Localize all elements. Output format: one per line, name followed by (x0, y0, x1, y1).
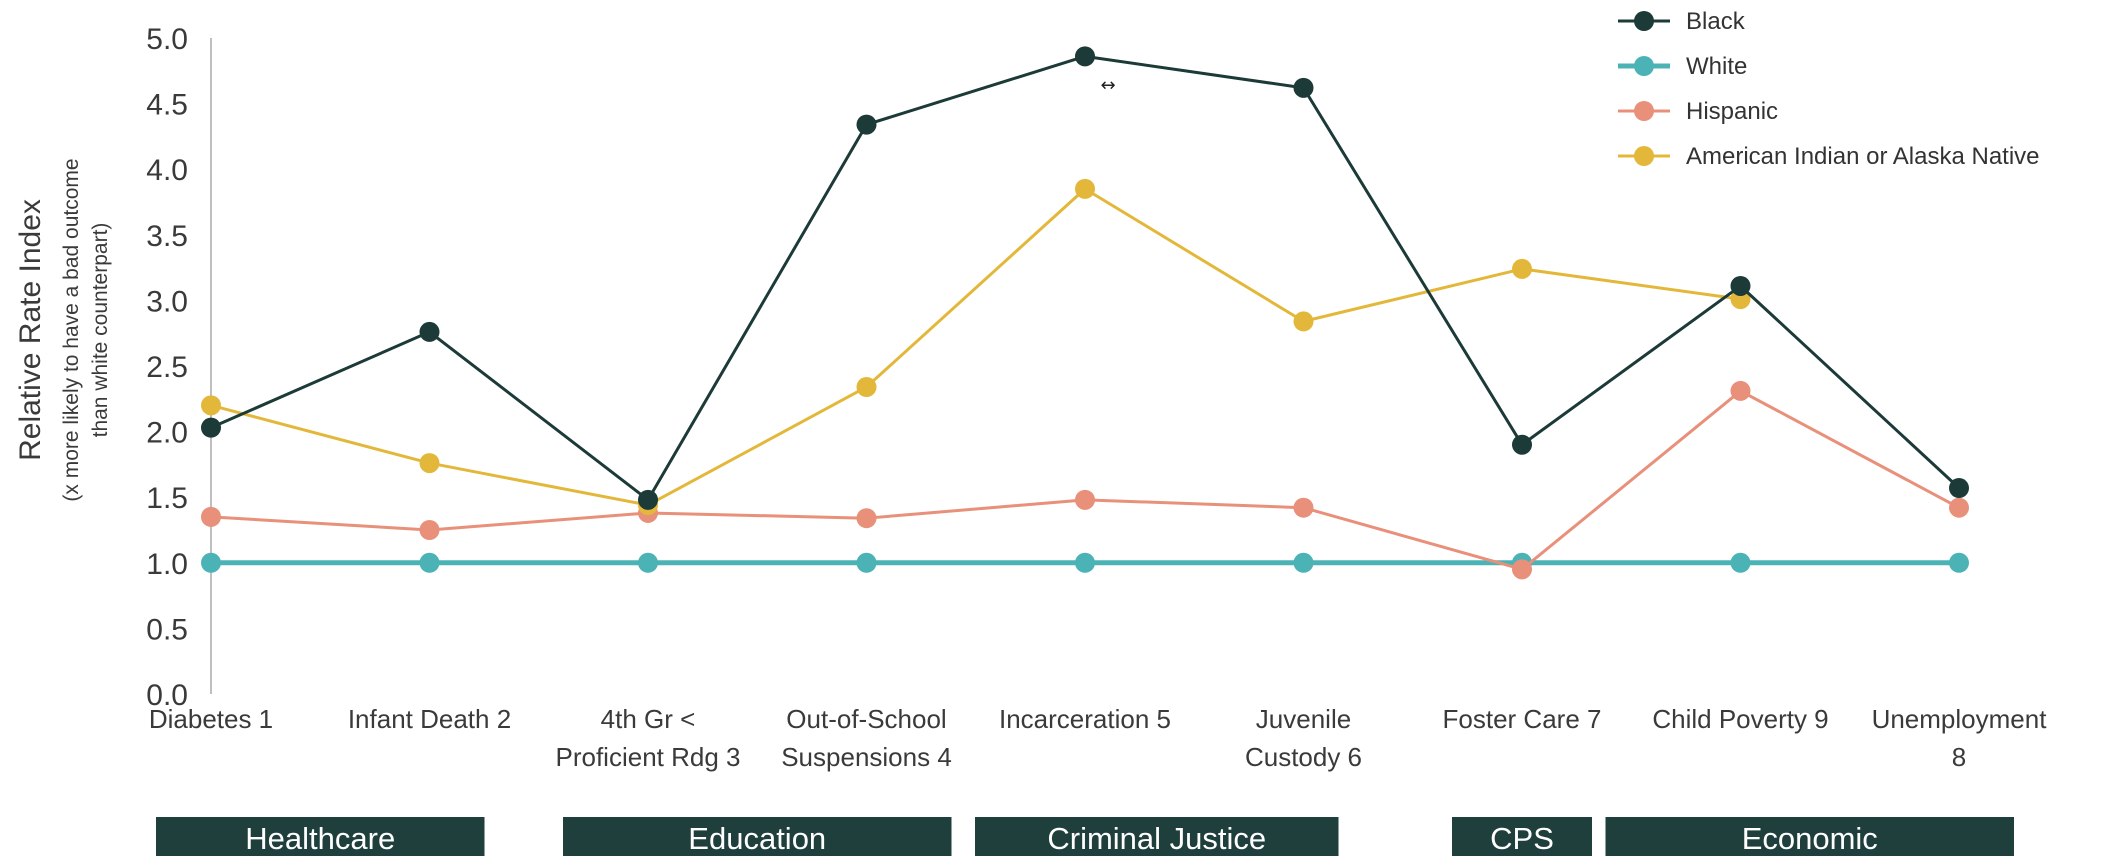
group-band-label: Healthcare (245, 821, 395, 856)
data-point (1075, 552, 1095, 573)
group-band-economic: Economic (1605, 817, 2014, 856)
legend-label: Hispanic (1686, 98, 1778, 125)
x-axis: Diabetes 1 Infant Death 2 4th Gr < Proficie… (149, 704, 2047, 772)
data-point (419, 552, 440, 573)
x-category-label: Foster Care 7 (1443, 704, 1602, 734)
x-category-label: Suspensions 4 (781, 742, 952, 772)
y-tick-label: 0.0 (146, 679, 188, 712)
y-tick-label: 4.0 (146, 154, 188, 187)
group-band-label: Economic (1742, 821, 1878, 856)
y-axis-subtitle: than white counterpart) (89, 223, 112, 438)
x-category-label: Custody 6 (1245, 742, 1362, 772)
group-band-background (975, 817, 1339, 856)
y-tick-label: 2.0 (146, 417, 188, 450)
y-tick-label: 0.5 (146, 613, 188, 646)
data-point (1512, 559, 1532, 580)
data-point (1949, 478, 1969, 499)
y-axis-label: Relative Rate Index (x more likely to hav… (14, 158, 112, 501)
group-band-background (1605, 817, 2014, 856)
y-axis-title: Relative Rate Index (14, 199, 47, 461)
legend: Black White Hispanic American Indian or Ala… (1618, 8, 2040, 170)
y-tick-label: 3.5 (146, 220, 188, 253)
data-point (1730, 275, 1751, 296)
data-point (1512, 258, 1532, 279)
data-point (1293, 497, 1314, 518)
x-category-label: Diabetes 1 (149, 704, 273, 734)
group-band-label: Education (688, 821, 826, 856)
data-point (1293, 552, 1314, 573)
y-tick-label: 3.0 (146, 285, 188, 318)
legend-swatch-marker (1634, 56, 1654, 76)
x-category-label: 8 (1952, 742, 1966, 772)
x-category-label: Proficient Rdg 3 (556, 742, 741, 772)
group-band-criminal-justice: Criminal Justice (975, 817, 1339, 856)
data-point (1293, 311, 1314, 332)
legend-label: American Indian or Alaska Native (1686, 143, 2040, 170)
group-band-background (563, 817, 952, 856)
group-band-label: CPS (1490, 821, 1554, 856)
legend-swatch-marker (1634, 11, 1654, 31)
data-point (1075, 178, 1095, 199)
data-point (201, 417, 221, 438)
data-point (1293, 77, 1314, 98)
y-tick-label: 2.5 (146, 351, 188, 384)
x-category-label: Infant Death 2 (348, 704, 511, 734)
x-category-label: Incarceration 5 (999, 704, 1171, 734)
legend-label: Black (1686, 8, 1746, 35)
data-point (1730, 552, 1751, 573)
resize-cursor-icon: ↔ (1100, 75, 1115, 96)
legend-label: White (1686, 53, 1747, 80)
data-point (419, 321, 440, 342)
data-point (1730, 380, 1751, 401)
x-category-label: Unemployment (1872, 704, 2048, 734)
data-point (201, 395, 221, 416)
data-point (1075, 46, 1095, 67)
category-group-bands: Healthcare Education Criminal Justice CPS Ec… (156, 817, 2014, 856)
group-band-education: Education (563, 817, 952, 856)
series-line-american-indian-or-alaska-native (210, 187, 1741, 507)
data-point (1949, 552, 1969, 573)
x-category-label: Child Poverty 9 (1652, 704, 1828, 734)
data-point (201, 506, 221, 527)
data-point (419, 453, 440, 474)
y-tick-label: 1.5 (146, 482, 188, 515)
x-category-label: 4th Gr < (601, 704, 696, 734)
data-point (419, 520, 440, 540)
group-band-background (156, 817, 485, 856)
y-tick-label: 5.0 (146, 23, 188, 56)
x-category-label: Juvenile (1256, 704, 1351, 734)
data-point (856, 552, 877, 573)
data-point (856, 114, 877, 135)
data-point (1512, 434, 1532, 455)
group-band-cps: CPS (1452, 817, 1592, 856)
data-point (1949, 497, 1969, 518)
plot-area (201, 46, 1969, 580)
legend-swatch-marker (1634, 101, 1654, 121)
y-axis-subtitle: (x more likely to have a bad outcome (60, 158, 83, 501)
data-point (1075, 489, 1095, 510)
data-point (201, 552, 221, 573)
legend-swatch-marker (1634, 146, 1654, 166)
data-point (856, 376, 877, 397)
y-axis: 0.0 0.5 1.0 1.5 2.0 2.5 3.0 3.5 4.0 4.5 5.0 (146, 23, 212, 712)
group-band-label: Criminal Justice (1047, 821, 1266, 856)
group-band-background (1452, 817, 1592, 856)
series-line-hispanic (210, 389, 1960, 571)
x-category-label: Out-of-School (786, 704, 946, 734)
data-point (856, 508, 877, 529)
data-point (638, 489, 658, 510)
y-tick-label: 4.5 (146, 89, 188, 122)
y-tick-label: 1.0 (146, 548, 188, 581)
group-band-healthcare: Healthcare (156, 817, 485, 856)
data-point (638, 552, 658, 573)
